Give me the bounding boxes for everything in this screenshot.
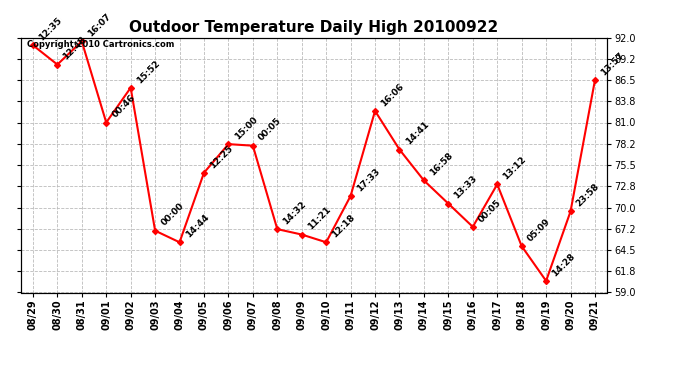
Text: 12:48: 12:48 (61, 35, 88, 62)
Text: 13:57: 13:57 (599, 51, 626, 77)
Title: Outdoor Temperature Daily High 20100922: Outdoor Temperature Daily High 20100922 (129, 20, 499, 35)
Text: 11:21: 11:21 (306, 205, 333, 232)
Text: 15:00: 15:00 (233, 115, 259, 141)
Text: 12:18: 12:18 (331, 213, 357, 240)
Text: 14:44: 14:44 (184, 213, 210, 240)
Text: 16:06: 16:06 (380, 82, 406, 108)
Text: 00:05: 00:05 (257, 117, 284, 143)
Text: Copyright 2010 Cartronics.com: Copyright 2010 Cartronics.com (26, 40, 174, 49)
Text: 00:00: 00:00 (159, 202, 186, 228)
Text: 14:41: 14:41 (404, 120, 431, 147)
Text: 12:35: 12:35 (37, 16, 63, 42)
Text: 13:12: 13:12 (502, 155, 528, 182)
Text: 00:46: 00:46 (110, 93, 137, 120)
Text: 12:25: 12:25 (208, 143, 235, 170)
Text: 14:28: 14:28 (550, 252, 577, 278)
Text: 17:33: 17:33 (355, 166, 382, 193)
Text: 14:32: 14:32 (282, 200, 308, 226)
Text: 13:33: 13:33 (453, 174, 479, 201)
Text: 23:58: 23:58 (575, 182, 601, 209)
Text: 16:07: 16:07 (86, 12, 112, 39)
Text: 00:05: 00:05 (477, 198, 503, 224)
Text: 05:09: 05:09 (526, 217, 553, 243)
Text: 15:52: 15:52 (135, 58, 161, 85)
Text: 16:58: 16:58 (428, 151, 455, 178)
